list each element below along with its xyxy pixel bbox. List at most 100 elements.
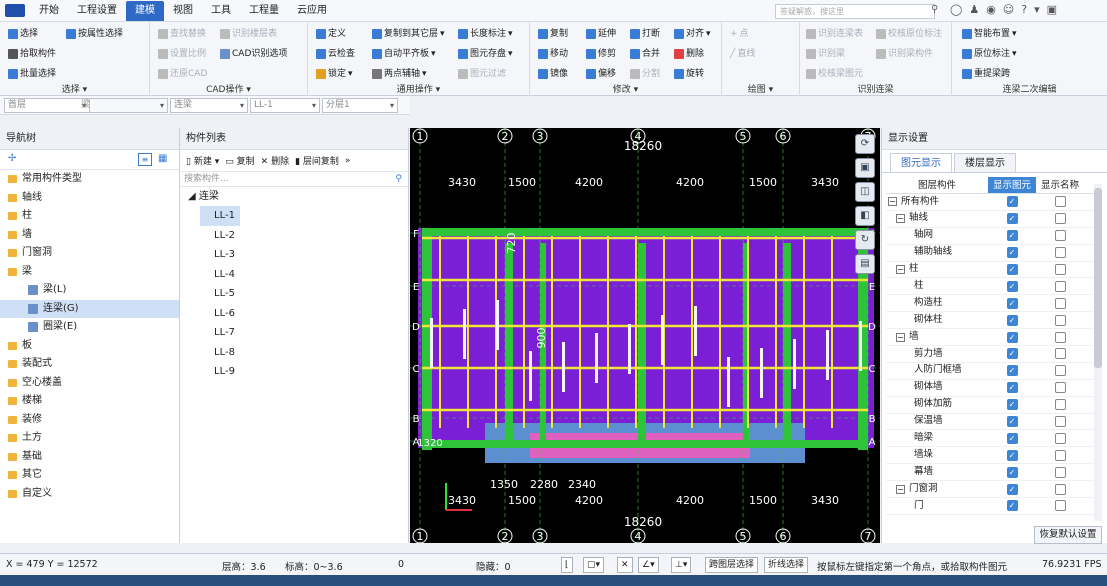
cad-drawing[interactable]: 11223344556677FFEEDDCCBBAA18260182603430…	[410, 128, 880, 543]
delete-button[interactable]: 删除	[674, 47, 704, 61]
type-select[interactable]: 梁 ▾	[78, 98, 168, 113]
repick-span-button[interactable]: 重提梁跨	[962, 67, 1010, 81]
fit-view-icon[interactable]: ▤	[855, 254, 875, 274]
angle-icon[interactable]: ∠▾	[638, 557, 659, 573]
lock-button[interactable]: 锁定 ▾	[316, 67, 353, 81]
menu-tab-0[interactable]: 开始	[39, 4, 59, 16]
nav-item[interactable]: 空心楼盖	[0, 374, 179, 393]
length-dim-button[interactable]: 长度标注 ▾	[458, 27, 513, 41]
header-show-element[interactable]: 显示图元	[988, 177, 1036, 193]
help-icon[interactable]: ?	[1021, 3, 1028, 16]
nav-item[interactable]: 柱	[0, 207, 179, 226]
show-element-checkbox[interactable]: ✓	[1006, 365, 1018, 377]
component-item[interactable]: LL-3	[214, 249, 235, 260]
component-search-input[interactable]: 搜索构件... ⚲	[180, 172, 408, 187]
split-button[interactable]: 分割	[630, 67, 660, 81]
show-name-checkbox[interactable]	[1054, 213, 1066, 225]
bell-icon[interactable]: ♟	[969, 3, 980, 16]
polyline-select-button[interactable]: 折线选择	[764, 557, 809, 573]
show-name-checkbox[interactable]	[1054, 348, 1066, 360]
menu-tab-4[interactable]: 工具	[211, 4, 231, 16]
check-annotation-button[interactable]: 校核原位标注	[876, 27, 942, 41]
show-element-checkbox[interactable]: ✓	[1006, 500, 1018, 512]
collapse-icon[interactable]: −	[896, 484, 905, 494]
reset-default-button[interactable]: 恢复默认设置	[1034, 526, 1102, 544]
nav-item[interactable]: 墙	[0, 226, 179, 245]
show-name-checkbox[interactable]	[1054, 331, 1066, 343]
save-element-button[interactable]: 图元存盘 ▾	[458, 47, 513, 61]
component-select[interactable]: LL-1 ▾	[250, 98, 320, 113]
show-name-checkbox[interactable]	[1054, 432, 1066, 444]
copy-between-layers-button[interactable]: ▮ 层间复制	[295, 157, 339, 167]
component-item[interactable]: LL-7	[214, 327, 235, 338]
point-button[interactable]: + 点	[730, 29, 749, 39]
show-name-checkbox[interactable]	[1054, 449, 1066, 461]
align-button[interactable]: 对齐 ▾	[674, 27, 711, 41]
nav-item[interactable]: 装修	[0, 411, 179, 430]
minimize-icon[interactable]: ▾	[1034, 3, 1040, 16]
menu-tab-5[interactable]: 工程量	[249, 4, 279, 16]
show-element-checkbox[interactable]: ✓	[1006, 213, 1018, 225]
help-search-input[interactable]: 答疑解惑，搜这里	[775, 4, 935, 19]
menu-tab-3[interactable]: 视图	[173, 4, 193, 16]
show-element-checkbox[interactable]: ✓	[1006, 348, 1018, 360]
show-element-checkbox[interactable]: ✓	[1006, 449, 1018, 461]
show-name-checkbox[interactable]	[1054, 483, 1066, 495]
nav-item[interactable]: 连梁(G)	[0, 299, 179, 318]
copy-button[interactable]: 复制	[538, 27, 568, 41]
offset-button[interactable]: 偏移	[586, 67, 616, 81]
inplace-annotation-button[interactable]: 原位标注 ▾	[962, 47, 1017, 61]
show-name-checkbox[interactable]	[1054, 365, 1066, 377]
recog-floor-table-button[interactable]: 识别楼层表	[220, 27, 277, 41]
chat-icon[interactable]: ◉	[986, 3, 996, 16]
auto-align-slab-button[interactable]: 自动平齐板 ▾	[372, 47, 436, 61]
expand-icon[interactable]: ✢	[8, 153, 17, 164]
component-item[interactable]: LL-8	[214, 346, 235, 358]
show-name-checkbox[interactable]	[1054, 382, 1066, 394]
show-element-checkbox[interactable]: ✓	[1006, 331, 1018, 343]
nav-item[interactable]: 土方	[0, 429, 179, 448]
recog-beam-button[interactable]: 识别梁	[806, 47, 845, 61]
collapse-icon[interactable]: −	[888, 197, 897, 207]
component-item[interactable]: LL-9	[214, 366, 235, 377]
orbit-icon[interactable]: ↻	[855, 230, 875, 250]
copy-to-layer-button[interactable]: 复制到其它层 ▾	[372, 27, 445, 41]
smart-layout-button[interactable]: 智能布置 ▾	[962, 27, 1017, 41]
extend-button[interactable]: 延伸	[586, 27, 616, 41]
select-box-icon[interactable]: ▢▾	[583, 557, 605, 573]
show-name-checkbox[interactable]	[1054, 416, 1066, 428]
more-icon[interactable]: »	[344, 155, 351, 166]
batch-select-button[interactable]: 批量选择	[8, 67, 56, 81]
component-item[interactable]: LL-6	[214, 307, 235, 319]
view-3d-icon[interactable]: ▣	[855, 158, 875, 178]
find-replace-button[interactable]: 查找替换	[158, 27, 206, 41]
nav-item[interactable]: 楼梯	[0, 392, 179, 411]
define-button[interactable]: 定义	[316, 27, 346, 41]
break-button[interactable]: 打断	[630, 27, 660, 41]
show-element-checkbox[interactable]: ✓	[1006, 399, 1018, 411]
show-name-checkbox[interactable]	[1054, 314, 1066, 326]
menu-tab-2[interactable]: 建模	[126, 0, 164, 21]
merge-button[interactable]: 合并	[630, 47, 660, 61]
restore-cad-button[interactable]: 还原CAD	[158, 67, 207, 81]
show-name-checkbox[interactable]	[1054, 196, 1066, 208]
tree-view-icon[interactable]: ▦	[158, 153, 168, 164]
nav-item[interactable]: 其它	[0, 466, 179, 485]
subtype-select[interactable]: 连梁 ▾	[170, 98, 248, 113]
show-name-checkbox[interactable]	[1054, 466, 1066, 478]
show-element-checkbox[interactable]: ✓	[1006, 196, 1018, 208]
copy-component-button[interactable]: ▭ 复制	[225, 157, 255, 167]
ribbon-group-label[interactable]: 修改 ▾	[612, 85, 639, 95]
cross-icon[interactable]: ✕	[617, 557, 633, 573]
recog-beam-table-button[interactable]: 识别连梁表	[806, 27, 863, 41]
cloud-icon[interactable]: ◯	[950, 3, 963, 16]
show-element-checkbox[interactable]: ✓	[1006, 483, 1018, 495]
component-item[interactable]: LL-5	[214, 288, 235, 299]
mirror-button[interactable]: 镜像	[538, 67, 568, 81]
list-view-icon[interactable]: ≡	[138, 153, 152, 166]
show-name-checkbox[interactable]	[1054, 399, 1066, 411]
search-icon[interactable]: ⚲	[931, 4, 939, 15]
select-button[interactable]: 选择	[8, 27, 38, 41]
nav-item[interactable]: 轴线	[0, 189, 179, 208]
nav-item[interactable]: 圈梁(E)	[0, 318, 179, 337]
